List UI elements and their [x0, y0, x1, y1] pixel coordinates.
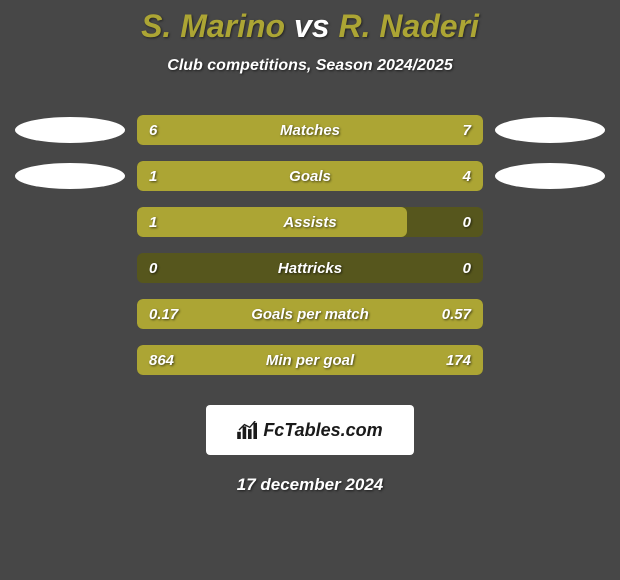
- value-left: 6: [149, 122, 157, 139]
- value-left: 1: [149, 214, 157, 231]
- player1-marker: [15, 163, 125, 189]
- value-right: 4: [463, 168, 471, 185]
- stat-label: Assists: [283, 214, 336, 231]
- subtitle: Club competitions, Season 2024/2025: [0, 57, 620, 75]
- fill-right: [199, 161, 483, 191]
- stat-bar: 1 0 Assists: [137, 207, 483, 237]
- stat-row: 0.17 0.57 Goals per match: [0, 299, 620, 329]
- fill-left: [137, 207, 407, 237]
- player2-marker: [495, 163, 605, 189]
- logo-text: FcTables.com: [263, 420, 382, 441]
- value-right: 0: [463, 214, 471, 231]
- stat-row: 6 7 Matches: [0, 115, 620, 145]
- stat-bar: 0 0 Hattricks: [137, 253, 483, 283]
- logo: FcTables.com: [237, 420, 382, 441]
- value-left: 864: [149, 352, 174, 369]
- stat-rows: 6 7 Matches 1 4 Goals 1 0 Assists 0 0 Hattricks 0.17…: [0, 115, 620, 375]
- value-right: 174: [446, 352, 471, 369]
- stat-row: 864 174 Min per goal: [0, 345, 620, 375]
- value-left: 0: [149, 260, 157, 277]
- stat-bar: 1 4 Goals: [137, 161, 483, 191]
- fill-left: [137, 161, 199, 191]
- value-right: 0.57: [442, 306, 471, 323]
- stat-label: Matches: [280, 122, 340, 139]
- value-right: 7: [463, 122, 471, 139]
- value-left: 0.17: [149, 306, 178, 323]
- chart-icon: [237, 421, 259, 439]
- stat-row: 1 0 Assists: [0, 207, 620, 237]
- logo-box: FcTables.com: [206, 405, 414, 455]
- fill-left: [137, 115, 286, 145]
- stat-label: Hattricks: [278, 260, 342, 277]
- stat-row: 0 0 Hattricks: [0, 253, 620, 283]
- stat-bar: 0.17 0.57 Goals per match: [137, 299, 483, 329]
- player1-marker: [15, 117, 125, 143]
- stat-label: Min per goal: [266, 352, 354, 369]
- stat-label: Goals per match: [251, 306, 369, 323]
- value-right: 0: [463, 260, 471, 277]
- stat-bar: 6 7 Matches: [137, 115, 483, 145]
- stat-bar: 864 174 Min per goal: [137, 345, 483, 375]
- value-left: 1: [149, 168, 157, 185]
- stat-row: 1 4 Goals: [0, 161, 620, 191]
- date-text: 17 december 2024: [0, 475, 620, 495]
- player2-name: R. Naderi: [338, 8, 478, 44]
- comparison-infographic: S. Marino vs R. Naderi Club competitions…: [0, 0, 620, 495]
- player2-marker: [495, 117, 605, 143]
- vs-text: vs: [294, 8, 330, 44]
- title: S. Marino vs R. Naderi: [0, 8, 620, 45]
- player1-name: S. Marino: [141, 8, 285, 44]
- stat-label: Goals: [289, 168, 331, 185]
